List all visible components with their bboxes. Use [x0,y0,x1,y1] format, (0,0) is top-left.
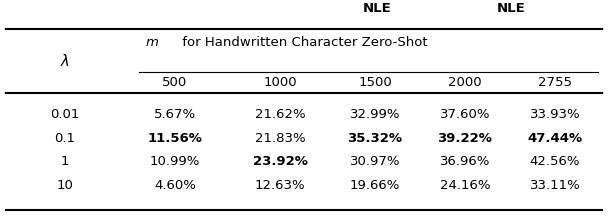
Text: 33.93%: 33.93% [530,109,580,121]
Text: 33.11%: 33.11% [530,179,581,191]
Text: 2755: 2755 [538,75,572,89]
Text: 1500: 1500 [358,75,392,89]
Text: 19.66%: 19.66% [350,179,400,191]
Text: 39.22%: 39.22% [438,131,492,145]
Text: 1: 1 [61,155,69,167]
Text: 2000: 2000 [448,75,482,89]
Text: 10: 10 [57,179,74,191]
Text: for Handwritten Character Zero-Shot: for Handwritten Character Zero-Shot [178,36,427,49]
Text: 500: 500 [162,75,188,89]
Text: 21.62%: 21.62% [255,109,305,121]
Text: 21.83%: 21.83% [255,131,305,145]
Text: 35.32%: 35.32% [348,131,402,145]
Text: 1000: 1000 [263,75,297,89]
Text: $m$: $m$ [145,36,159,49]
Text: 12.63%: 12.63% [255,179,305,191]
Text: 10.99%: 10.99% [150,155,200,167]
Text: 4.60%: 4.60% [154,179,196,191]
Text: 0.1: 0.1 [55,131,75,145]
Text: 5.67%: 5.67% [154,109,196,121]
Text: 36.96%: 36.96% [440,155,490,167]
Text: 23.92%: 23.92% [252,155,308,167]
Text: 30.97%: 30.97% [350,155,400,167]
Text: 32.99%: 32.99% [350,109,400,121]
Text: 11.56%: 11.56% [148,131,202,145]
Text: 42.56%: 42.56% [530,155,580,167]
Text: 37.60%: 37.60% [440,109,490,121]
Text: NLE: NLE [496,2,525,15]
Text: 24.16%: 24.16% [440,179,490,191]
Text: 0.01: 0.01 [50,109,80,121]
Text: 47.44%: 47.44% [527,131,582,145]
Text: $\lambda$: $\lambda$ [60,53,70,69]
Text: NLE: NLE [362,2,392,15]
